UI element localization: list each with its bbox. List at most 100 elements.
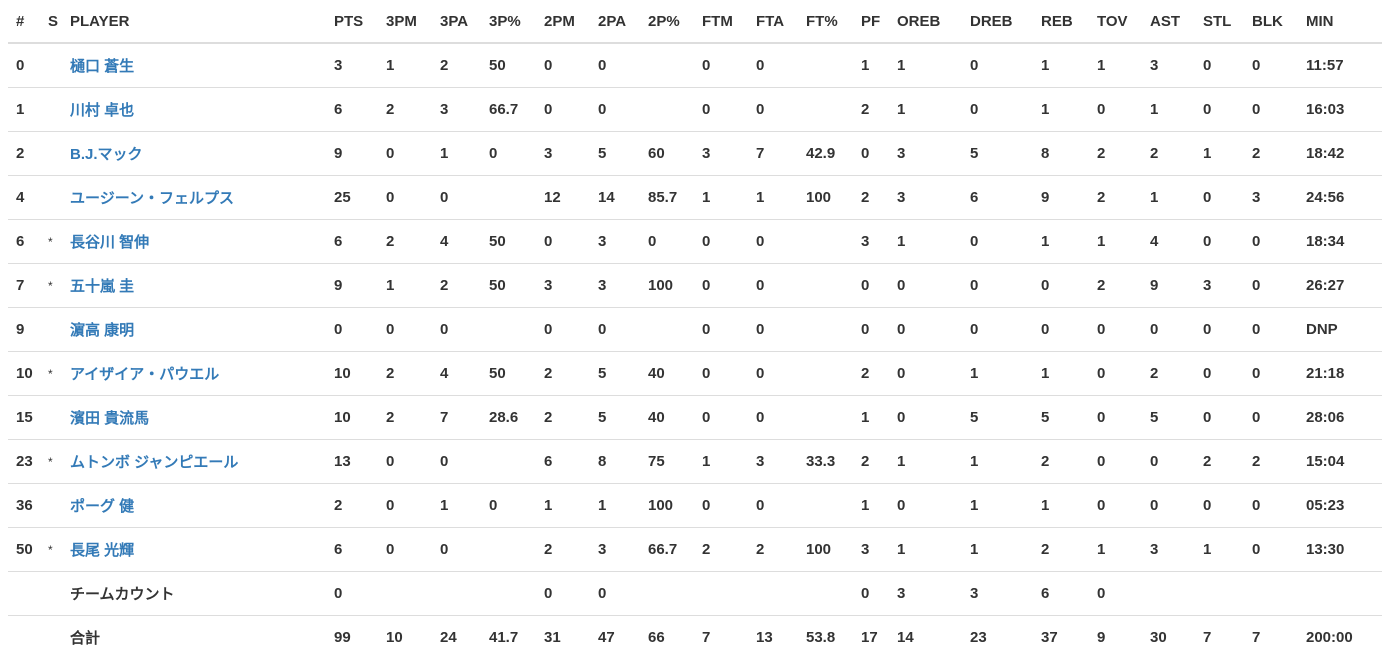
cell-pf: 0 (853, 571, 889, 616)
cell-fta: 7 (748, 131, 798, 176)
cell-s (40, 87, 62, 132)
cell-3pm: 10 (378, 615, 432, 659)
cell-2pm: 2 (536, 527, 590, 572)
cell-2pm: 6 (536, 439, 590, 484)
cell-number: 1 (8, 87, 40, 132)
cell-pf: 1 (853, 395, 889, 440)
cell-fta: 3 (748, 439, 798, 484)
column-header: 2PM (536, 0, 590, 44)
cell-ft-pct (798, 351, 853, 396)
cell-oreb: 3 (889, 175, 962, 220)
cell-s (40, 571, 62, 616)
cell-dreb: 0 (962, 307, 1033, 352)
player-link[interactable]: ユージーン・フェルプス (70, 190, 234, 207)
column-header: MIN (1298, 0, 1382, 44)
cell-ft-pct (798, 87, 853, 132)
cell-2pa: 1 (590, 483, 640, 528)
cell-ftm: 1 (694, 439, 748, 484)
cell-stl: 0 (1195, 395, 1244, 440)
cell-2pa: 0 (590, 307, 640, 352)
cell-s: * (40, 219, 62, 264)
cell-s (40, 175, 62, 220)
cell-oreb: 3 (889, 571, 962, 616)
cell-3p-pct (481, 527, 536, 572)
cell-reb: 1 (1033, 87, 1089, 132)
cell-s (40, 483, 62, 528)
column-header: 2PA (590, 0, 640, 44)
cell-player: 川村 卓也 (62, 87, 326, 132)
cell-stl: 2 (1195, 439, 1244, 484)
column-header: 3P% (481, 0, 536, 44)
cell-3p-pct: 50 (481, 219, 536, 264)
cell-min: 16:03 (1298, 87, 1382, 132)
cell-3pa: 0 (432, 527, 481, 572)
cell-fta: 1 (748, 175, 798, 220)
cell-fta: 0 (748, 219, 798, 264)
cell-s (40, 43, 62, 88)
cell-ft-pct (798, 395, 853, 440)
cell-2pm: 0 (536, 307, 590, 352)
box-score-table: # S PLAYER PTS 3PM 3PA 3P% 2PM 2PA 2P% FTM FTA FT% PF… (8, 0, 1382, 659)
cell-ast: 9 (1142, 263, 1195, 308)
cell-ast: 1 (1142, 87, 1195, 132)
cell-reb: 37 (1033, 615, 1089, 659)
player-link[interactable]: 長尾 光輝 (70, 542, 135, 559)
cell-3pm: 0 (378, 131, 432, 176)
cell-ast: 2 (1142, 351, 1195, 396)
total-row: 合計 99 10 24 41.7 31 47 66 7 13 53.8 17 14 23 37 9 30 7 7 20… (8, 615, 1382, 659)
cell-fta: 0 (748, 351, 798, 396)
cell-tov: 0 (1089, 307, 1142, 352)
cell-ftm: 0 (694, 307, 748, 352)
cell-2p-pct: 0 (640, 219, 694, 264)
column-header: TOV (1089, 0, 1142, 44)
cell-ast: 30 (1142, 615, 1195, 659)
cell-player: ポーグ 健 (62, 483, 326, 528)
cell-player: 長谷川 智伸 (62, 219, 326, 264)
cell-reb: 2 (1033, 439, 1089, 484)
column-header: DREB (962, 0, 1033, 44)
cell-pts: 6 (326, 219, 378, 264)
player-link[interactable]: 濵高 康明 (70, 322, 135, 339)
cell-pts: 9 (326, 263, 378, 308)
cell-s: * (40, 527, 62, 572)
column-header: REB (1033, 0, 1089, 44)
cell-number: 36 (8, 483, 40, 528)
player-row: 6 * 長谷川 智伸 6 2 4 50 0 3 0 0 0 3 1 0 1 1 4 0 0 18:34 (8, 219, 1382, 264)
player-link[interactable]: 川村 卓也 (70, 102, 135, 119)
player-link[interactable]: 樋口 蒼生 (70, 58, 135, 75)
cell-stl: 0 (1195, 307, 1244, 352)
cell-pf: 1 (853, 483, 889, 528)
cell-blk: 0 (1244, 395, 1298, 440)
player-link[interactable]: 長谷川 智伸 (70, 234, 150, 251)
cell-3p-pct: 50 (481, 351, 536, 396)
cell-pts: 9 (326, 131, 378, 176)
cell-3pm: 0 (378, 527, 432, 572)
cell-3pm (378, 571, 432, 616)
cell-stl: 1 (1195, 131, 1244, 176)
cell-number: 0 (16, 57, 25, 74)
cell-3p-pct: 50 (481, 263, 536, 308)
cell-min: 15:04 (1298, 439, 1382, 484)
cell-min: 200:00 (1298, 615, 1382, 659)
cell-blk: 0 (1244, 527, 1298, 572)
player-link[interactable]: 五十嵐 圭 (70, 278, 135, 295)
cell-min: 13:30 (1298, 527, 1382, 572)
player-link[interactable]: アイザイア・パウエル (70, 366, 220, 383)
player-link[interactable]: ムトンボ ジャンピエール (70, 454, 239, 471)
cell-fta (748, 571, 798, 616)
player-link[interactable]: 濱田 貴流馬 (70, 410, 150, 427)
cell-2pm: 2 (536, 395, 590, 440)
player-link[interactable]: ポーグ 健 (70, 498, 135, 515)
cell-number: 6 (8, 219, 40, 264)
cell-ftm (694, 571, 748, 616)
column-header: PF (853, 0, 889, 44)
cell-pts: 6 (326, 87, 378, 132)
cell-player: アイザイア・パウエル (62, 351, 326, 396)
player-link[interactable]: B.J.マック (70, 146, 143, 163)
cell-blk: 2 (1244, 131, 1298, 176)
cell-3pa: 0 (432, 307, 481, 352)
cell-dreb: 1 (962, 527, 1033, 572)
cell-min: DNP (1298, 307, 1382, 352)
cell-2pa: 5 (590, 131, 640, 176)
cell-oreb: 0 (889, 307, 962, 352)
